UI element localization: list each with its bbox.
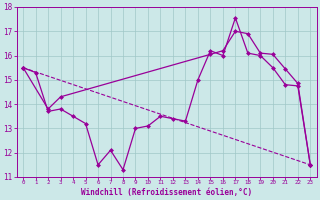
X-axis label: Windchill (Refroidissement éolien,°C): Windchill (Refroidissement éolien,°C) [81, 188, 252, 197]
